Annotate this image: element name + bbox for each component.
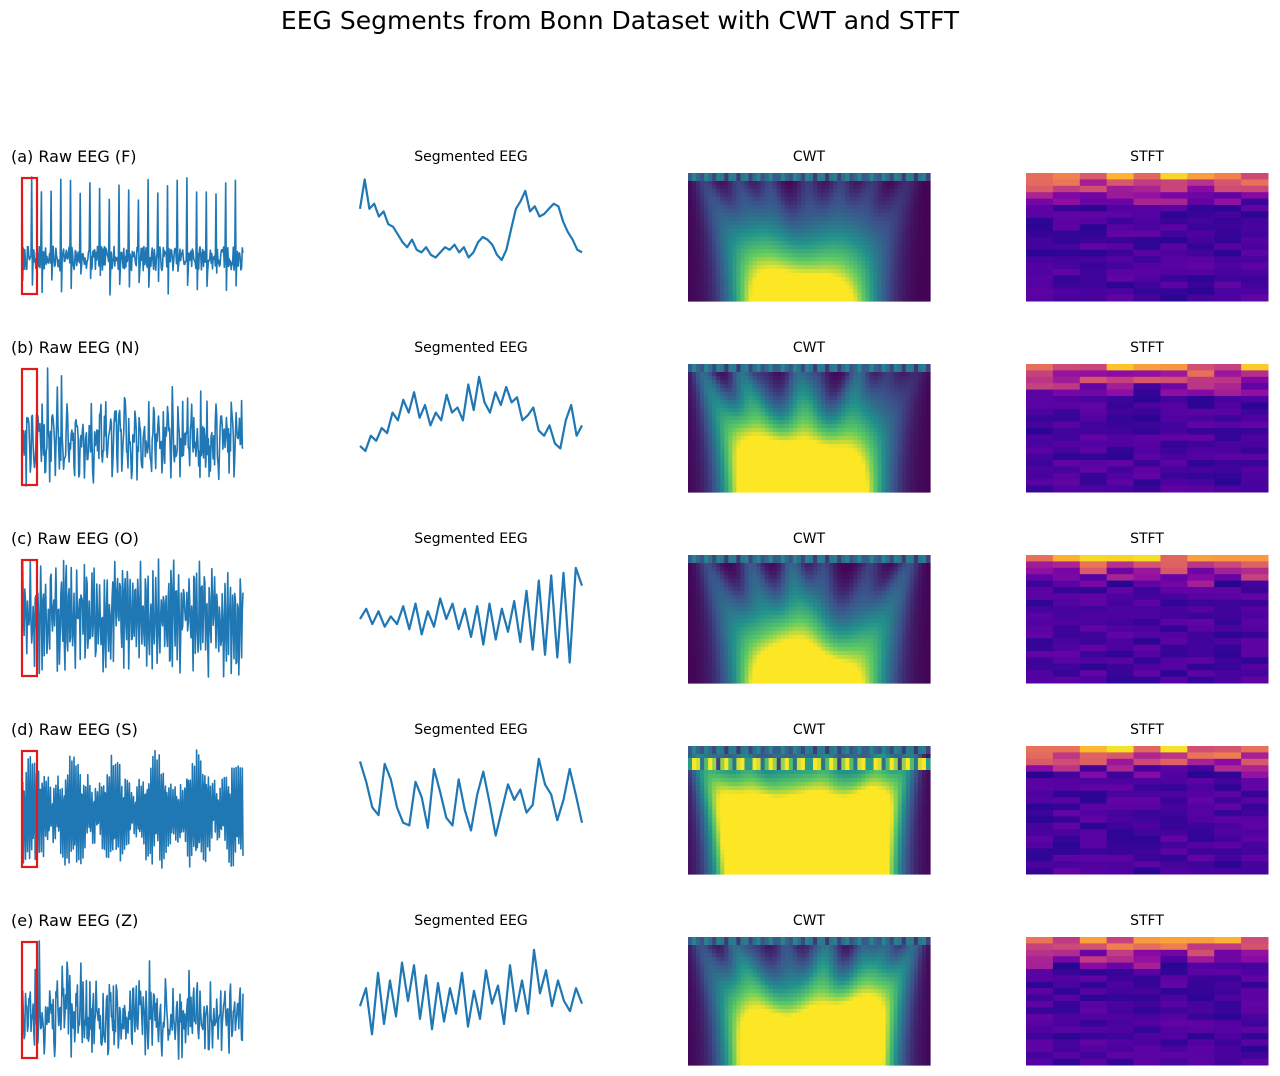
segmented-eeg-line: [358, 948, 584, 1036]
cwt-heatmap: [688, 173, 931, 302]
row-label: (b) Raw EEG (N): [11, 338, 140, 357]
stft-heatmap: [1026, 555, 1269, 684]
row-n: [20, 364, 1269, 493]
stft-heatmap: [1026, 173, 1269, 302]
row-o: [20, 555, 1269, 684]
segmented-eeg-line: [358, 757, 584, 837]
panel-title-segmented: Segmented EEG: [414, 913, 528, 929]
panel-title-stft: STFT: [1130, 340, 1164, 356]
panel-title-segmented: Segmented EEG: [414, 149, 528, 165]
row-label: (d) Raw EEG (S): [11, 720, 138, 739]
segment-highlight-box: [20, 749, 39, 869]
segment-highlight-box: [20, 940, 39, 1060]
panel-title-stft: STFT: [1130, 149, 1164, 165]
panel-title-segmented: Segmented EEG: [414, 722, 528, 738]
cwt-heatmap: [688, 364, 931, 493]
stft-heatmap: [1026, 937, 1269, 1066]
segment-highlight-box: [20, 367, 39, 487]
panel-title-stft: STFT: [1130, 913, 1164, 929]
raw-eeg-line: [21, 558, 244, 678]
row-label: (c) Raw EEG (O): [11, 529, 139, 548]
stft-heatmap: [1026, 364, 1269, 493]
panel-title-segmented: Segmented EEG: [414, 340, 528, 356]
raw-eeg-line: [21, 749, 244, 869]
row-s: [20, 746, 1269, 875]
panel-title-cwt: CWT: [792, 913, 826, 929]
raw-eeg-line: [21, 940, 244, 1060]
segmented-eeg-line: [358, 178, 583, 262]
panel-title-cwt: CWT: [792, 722, 826, 738]
stft-heatmap: [1026, 746, 1269, 875]
panel-title-segmented: Segmented EEG: [414, 531, 528, 547]
row-f: [20, 173, 1269, 302]
row-label: (a) Raw EEG (F): [11, 147, 137, 166]
row-z: [20, 937, 1269, 1066]
segmented-eeg-line: [359, 375, 583, 453]
cwt-heatmap: [688, 746, 931, 875]
row-label: (e) Raw EEG (Z): [11, 911, 139, 930]
panel-title-cwt: CWT: [792, 531, 826, 547]
cwt-heatmap: [688, 555, 931, 684]
panel-title-stft: STFT: [1130, 531, 1164, 547]
segment-highlight-box: [20, 176, 39, 296]
segmented-eeg-line: [359, 566, 584, 664]
raw-eeg-line: [21, 176, 244, 296]
panel-title-stft: STFT: [1130, 722, 1164, 738]
segment-highlight-box: [20, 558, 39, 678]
panel-title-cwt: CWT: [792, 340, 826, 356]
panel-title-cwt: CWT: [792, 149, 826, 165]
raw-eeg-line: [21, 367, 244, 487]
figure-title: EEG Segments from Bonn Dataset with CWT …: [280, 6, 960, 35]
cwt-heatmap: [688, 937, 931, 1066]
